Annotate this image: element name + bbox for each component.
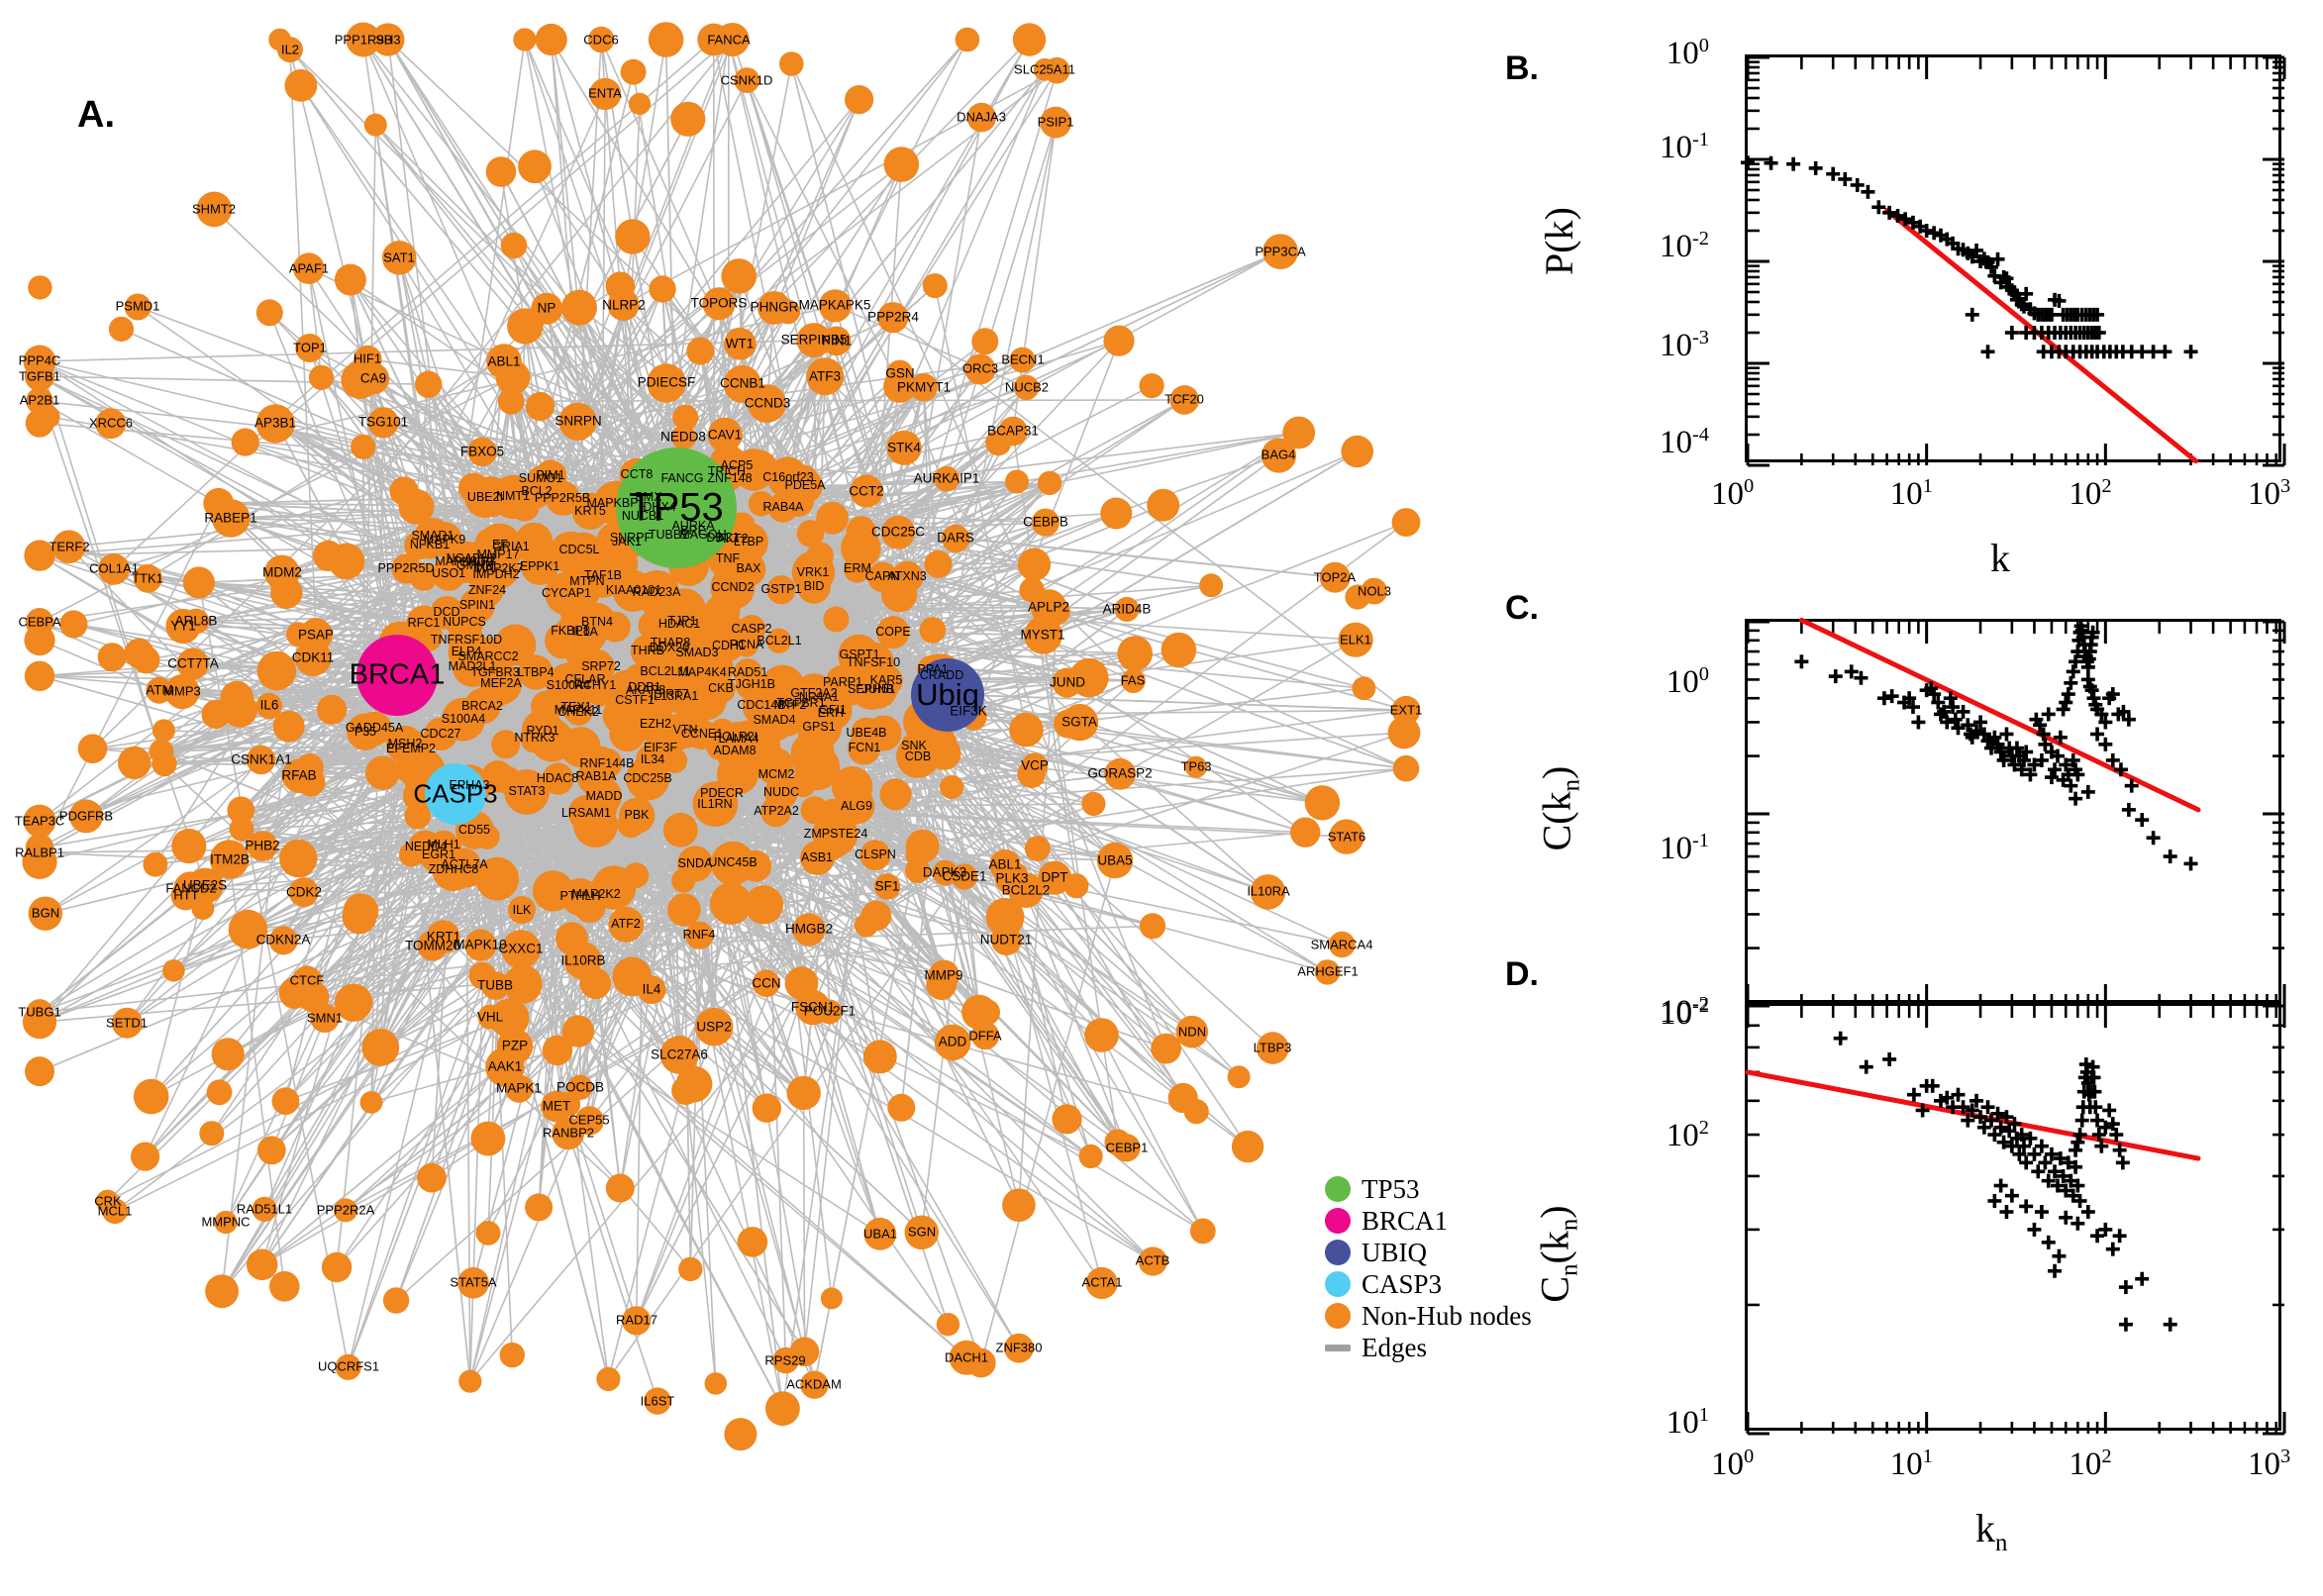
legend-item-non-hub-nodes: Non-Hub nodes <box>1325 1300 1532 1332</box>
x-tick-label: 100 <box>1711 1446 1755 1482</box>
color-swatch <box>1325 1240 1351 1265</box>
x-tick-label: 103 <box>2248 475 2291 512</box>
legend-label: Edges <box>1362 1332 1427 1362</box>
panel-d-label: D. <box>1505 955 1539 993</box>
x-tick-label: 101 <box>1889 1446 1933 1482</box>
y-tick-label: 10-2 <box>1659 993 1709 1030</box>
y-tick-label: 102 <box>1666 1117 1709 1153</box>
y-axis-title: P(k) <box>1536 207 1581 275</box>
legend-item-tp53: TP53 <box>1325 1173 1473 1205</box>
panel-c-label: C. <box>1505 589 1539 627</box>
x-tick-label: 100 <box>1711 475 1755 512</box>
panel-c-chart <box>1746 617 2286 1008</box>
color-swatch <box>1325 1303 1351 1329</box>
y-axis-title: C(kn) <box>1534 765 1585 851</box>
panel-a-network: A. MAD2L1 CDC25B RAD51 NCAPH2 EPHA3 CCND2 GMNN… <box>15 22 1422 1451</box>
y-tick-label: 10-4 <box>1659 424 1709 460</box>
x-axis-title: k <box>1990 536 2010 580</box>
color-swatch <box>1325 1271 1351 1297</box>
color-swatch <box>1325 1176 1351 1202</box>
y-tick-label: 10-2 <box>1659 228 1709 264</box>
legend-item-ubiq: UBIQ <box>1325 1237 1473 1268</box>
y-tick-label: 101 <box>1666 1404 1709 1441</box>
panel-c-plot-frame <box>1745 617 2286 1008</box>
legend-label: BRCA1 <box>1362 1205 1449 1236</box>
legend-label: CASP3 <box>1362 1268 1443 1299</box>
edges-swatch <box>1325 1344 1351 1351</box>
y-tick-label: 10-3 <box>1659 327 1709 363</box>
x-axis-title: kn <box>1975 1506 2008 1556</box>
panel-d-chart <box>1745 1004 2286 1436</box>
x-tick-label: 102 <box>2069 475 2112 512</box>
panel-d-plot-frame <box>1745 1003 2286 1436</box>
y-tick-label: 10-1 <box>1659 129 1709 165</box>
panel-a-label: A. <box>77 94 115 136</box>
x-tick-label: 102 <box>2069 1446 2112 1482</box>
y-axis-title: Cn(kn) <box>1532 1205 1583 1303</box>
legend-label: UBIQ <box>1362 1237 1427 1267</box>
network-legend: TP53 BRCA1 UBIQ CASP3 Non-Hub nodes Edges <box>1325 1173 1532 1363</box>
y-tick-label: 100 <box>1666 35 1709 71</box>
x-tick-label: 101 <box>1889 475 1933 512</box>
network-graph <box>22 22 1421 1451</box>
y-tick-label: 10-1 <box>1659 830 1709 866</box>
y-tick-label: 100 <box>1666 663 1709 700</box>
legend-item-edges: Edges <box>1325 1332 1473 1363</box>
y-tick-label: 10-2 <box>1659 995 1709 1032</box>
panel-b-label: B. <box>1505 50 1539 87</box>
legend-item-casp3: CASP3 <box>1325 1268 1473 1300</box>
legend-label: Non-Hub nodes <box>1362 1300 1532 1331</box>
panel-b-plot-frame <box>1741 54 2286 467</box>
legend-item-brca1: BRCA1 <box>1325 1205 1473 1237</box>
color-swatch <box>1325 1208 1351 1234</box>
panel-b-chart <box>1741 55 2286 467</box>
x-tick-label: 103 <box>2248 1446 2291 1482</box>
legend-label: TP53 <box>1362 1173 1420 1204</box>
